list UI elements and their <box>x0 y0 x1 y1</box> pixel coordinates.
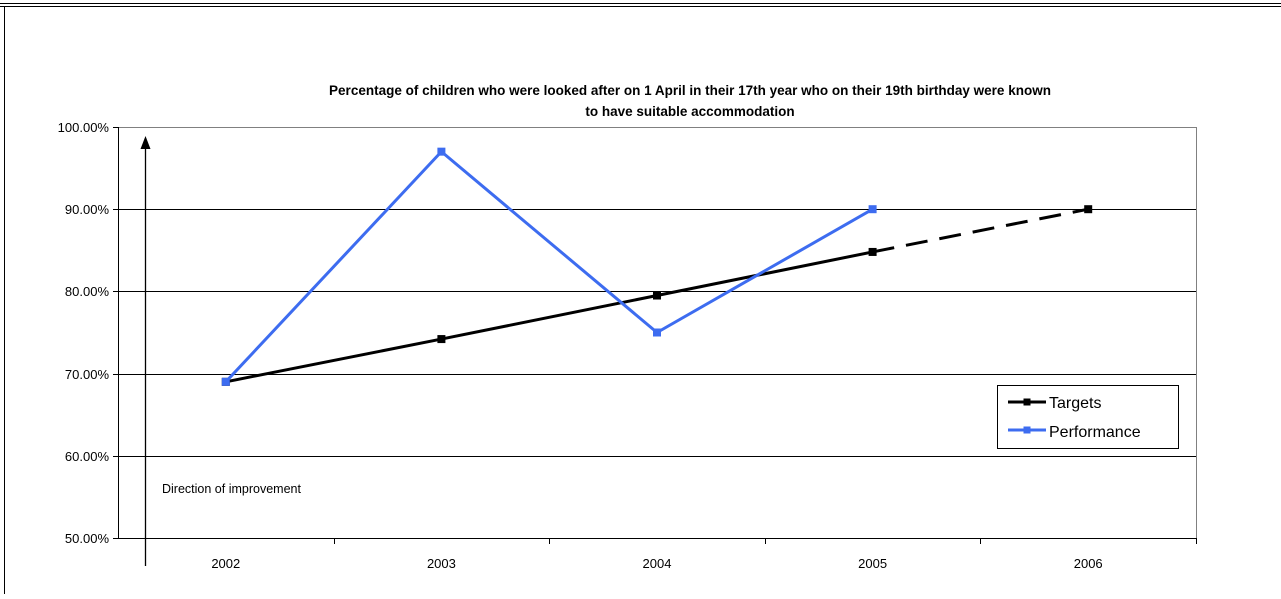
y-tick-label: 60.00% <box>65 449 110 464</box>
performance-point <box>868 205 877 214</box>
y-tick-label: 70.00% <box>65 367 110 382</box>
legend-item-targets: Targets <box>1008 395 1101 412</box>
x-tick-label: 2004 <box>643 556 672 571</box>
series-lines <box>221 147 1093 386</box>
chart-title-line-1: Percentage of children who were looked a… <box>329 83 1051 98</box>
performance-point <box>221 377 230 386</box>
performance-line-segment <box>440 150 658 334</box>
targets-line-segment <box>441 294 658 341</box>
direction-arrow <box>140 136 151 566</box>
targets-point <box>653 291 661 300</box>
chart-title-line-2: to have suitable accommodation <box>585 104 794 119</box>
axes <box>113 127 1197 544</box>
y-tick-label: 80.00% <box>65 284 110 299</box>
y-tick-label: 90.00% <box>65 202 110 217</box>
x-tick-label: 2002 <box>211 556 240 571</box>
y-tick-label: 50.00% <box>65 531 110 546</box>
page-frame <box>0 3 1281 594</box>
direction-of-improvement-annotation: Direction of improvement <box>162 482 301 496</box>
x-tick-label: 2005 <box>858 556 887 571</box>
legend-label-targets: Targets <box>1049 395 1101 412</box>
legend: Targets Performance <box>997 385 1179 449</box>
y-tick-label: 100.00% <box>58 120 110 135</box>
legend-label-performance: Performance <box>1049 424 1141 441</box>
targets-point <box>437 335 446 344</box>
y-axis-tick-labels: 100.00% 90.00% 80.00% 70.00% 60.00% 50.00% <box>58 120 110 546</box>
targets-point <box>868 247 877 256</box>
performance-point <box>437 147 446 156</box>
legend-marker-performance <box>1023 426 1031 434</box>
performance-point <box>653 328 661 337</box>
x-axis-tick-labels: 2002 2003 2004 2005 2006 <box>211 556 1102 571</box>
legend-box <box>997 385 1179 449</box>
x-tick-label: 2003 <box>427 556 456 571</box>
performance-line-segment <box>656 207 874 334</box>
targets-line-segment <box>656 250 873 297</box>
targets-line-segment <box>225 337 442 384</box>
x-tick-label: 2006 <box>1074 556 1103 571</box>
targets-point <box>1084 205 1093 214</box>
legend-marker-targets <box>1023 398 1031 406</box>
legend-item-performance: Performance <box>1008 424 1141 441</box>
targets-line-segment <box>872 207 1089 254</box>
performance-line-segment <box>224 150 443 383</box>
